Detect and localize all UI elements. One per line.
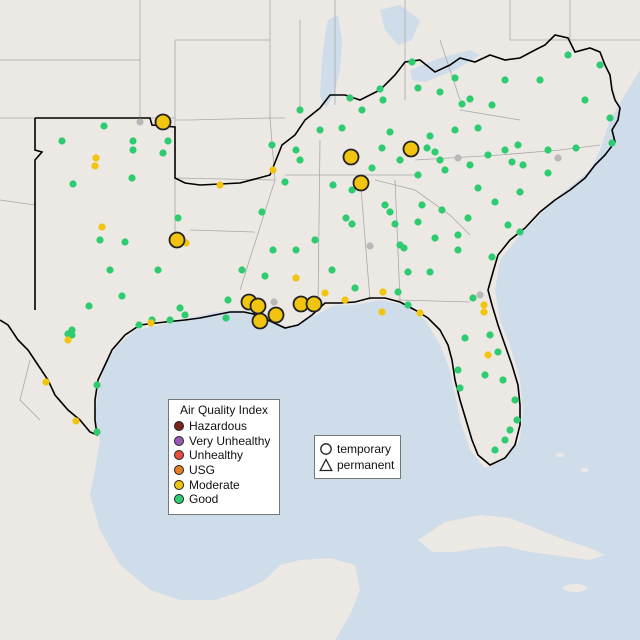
bahamas-island [581,468,589,472]
hazardous-swatch-icon [174,421,184,432]
aqi-legend: Air Quality Index Hazardous Very Unhealt… [168,399,280,515]
jamaica-island [563,584,587,592]
region-outline [0,34,621,466]
legend-label: Unhealthy [189,448,244,463]
bahamas-island [555,453,565,457]
unhealthy-swatch-icon [174,450,184,461]
yucatan-peninsula [265,558,360,640]
legend-label: permanent [337,458,395,472]
cuba-island [418,515,605,560]
legend-item-unhealthy: Unhealthy [169,448,279,463]
very-unhealthy-swatch-icon [174,435,184,446]
legend-item-hazardous: Hazardous [169,419,279,434]
legend-label: Hazardous [189,419,248,434]
legend-label: Good [189,492,219,507]
temporary-monitors[interactable] [154,113,420,330]
legend-item-moderate: Moderate [169,477,279,492]
monitor-type-legend: temporary permanent [314,435,401,479]
usg-swatch-icon [174,465,184,476]
legend-label: USG [189,463,216,478]
circle-icon [320,443,332,455]
legend-item-good: Good [169,492,279,507]
legend-item-temporary: temporary [315,441,400,457]
legend-item-very-unhealthy: Very Unhealthy [169,434,279,449]
triangle-icon [319,458,333,472]
legend-item-usg: USG [169,463,279,478]
aqi-legend-title: Air Quality Index [179,403,269,417]
lake-huron [380,5,420,45]
good-monitors[interactable] [58,51,616,454]
legend-item-permanent: permanent [315,457,400,473]
moderate-swatch-icon [174,479,184,490]
legend-label: Moderate [189,477,240,492]
legend-label: temporary [337,442,392,456]
legend-label: Very Unhealthy [189,433,271,448]
lake-michigan [320,15,342,108]
no-data-monitors [136,118,562,306]
good-swatch-icon [174,494,184,505]
